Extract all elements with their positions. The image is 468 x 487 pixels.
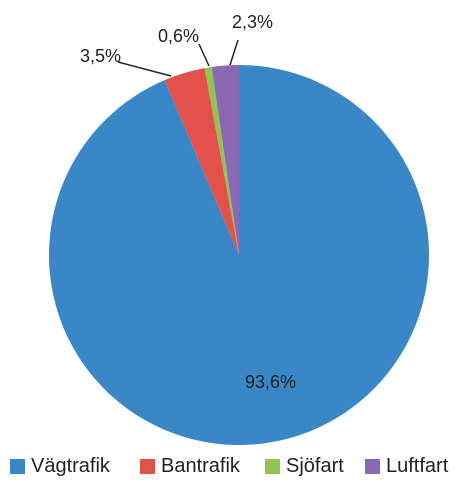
legend-swatch-luftfart [365,458,380,474]
legend-item-bantrafik: Bantrafik [140,452,240,480]
data-label-vagtrafik: 93,6% [245,372,296,392]
legend: Vägtrafik Bantrafik Sjöfart Luftfart [0,452,468,480]
legend-item-sjofart: Sjöfart [265,452,344,480]
data-label-sjofart: 0,6% [158,26,199,46]
legend-swatch-vagtrafik [10,458,25,474]
leader-line-bantrafik [117,61,172,77]
data-label-bantrafik: 3,5% [80,46,121,66]
slice-sjofart [204,66,239,255]
legend-label-luftfart: Luftfart [386,454,449,477]
legend-item-vagtrafik: Vägtrafik [10,452,110,480]
legend-label-sjofart: Sjöfart [286,454,344,477]
slice-luftfart [211,65,239,255]
legend-swatch-sjofart [265,458,280,474]
leader-line-luftfart [229,39,239,66]
legend-label-bantrafik: Bantrafik [161,454,240,477]
pie-chart: 93,6% 3,5% 0,6% 2,3% [49,12,430,446]
legend-label-vagtrafik: Vägtrafik [31,454,110,477]
slice-vagtrafik [49,65,430,446]
data-label-luftfart: 2,3% [232,12,273,32]
legend-item-luftfart: Luftfart [365,452,448,480]
slice-bantrafik [164,68,239,256]
legend-swatch-bantrafik [140,458,155,474]
leader-line-sjofart [198,43,210,67]
